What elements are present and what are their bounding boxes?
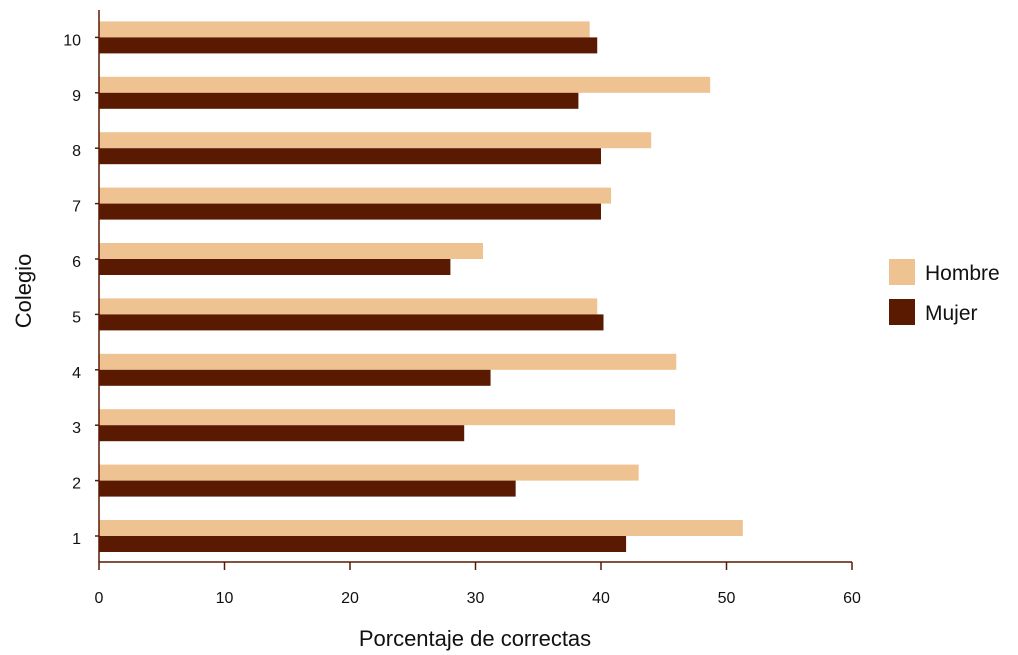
bar-mujer-colegio-5 xyxy=(99,314,604,331)
y-axis-title: Colegio xyxy=(11,254,36,329)
bar-mujer-colegio-7 xyxy=(99,203,601,220)
bar-hombre-colegio-5 xyxy=(99,298,598,315)
bar-mujer-colegio-9 xyxy=(99,92,579,109)
y-tick-label: 2 xyxy=(72,476,81,493)
legend-label-mujer: Mujer xyxy=(925,302,978,325)
bar-mujer-colegio-6 xyxy=(99,259,451,275)
y-ticks: 1 2 3 4 5 6 7 8 9 10 xyxy=(63,32,99,548)
legend-label-hombre: Hombre xyxy=(925,262,1000,285)
bar-hombre-colegio-9 xyxy=(99,76,711,93)
x-tick-label: 60 xyxy=(843,590,861,607)
legend-swatch-mujer xyxy=(889,299,915,325)
y-tick-label: 10 xyxy=(63,32,81,49)
legend-swatch-hombre xyxy=(889,259,915,285)
bar-mujer-colegio-4 xyxy=(99,369,491,386)
bar-mujer-colegio-10 xyxy=(99,37,598,54)
y-tick-label: 6 xyxy=(72,254,81,271)
bar-mujer-colegio-1 xyxy=(99,536,627,552)
y-tick-label: 4 xyxy=(72,365,81,382)
y-tick-label: 8 xyxy=(72,143,81,160)
bar-hombre-colegio-1 xyxy=(99,520,743,536)
y-tick-label: 3 xyxy=(72,420,81,437)
bar-hombre-colegio-10 xyxy=(99,21,590,38)
x-tick-label: 30 xyxy=(467,590,485,607)
x-tick-label: 50 xyxy=(718,590,736,607)
y-tick-label: 7 xyxy=(72,199,81,216)
x-tick-label: 10 xyxy=(216,590,234,607)
y-tick-label: 1 xyxy=(72,531,81,548)
bar-hombre-colegio-4 xyxy=(99,353,677,370)
x-tick-label: 0 xyxy=(95,590,104,607)
x-tick-label: 20 xyxy=(341,590,359,607)
x-ticks: 0 10 20 30 40 50 60 xyxy=(95,562,861,607)
bar-hombre-colegio-7 xyxy=(99,187,612,204)
bar-mujer-colegio-8 xyxy=(99,148,601,165)
bar-group xyxy=(99,21,743,552)
bar-hombre-colegio-2 xyxy=(99,464,639,481)
y-tick-label: 5 xyxy=(72,309,81,326)
bar-mujer-colegio-2 xyxy=(99,480,516,497)
bar-hombre-colegio-6 xyxy=(99,243,484,259)
bar-mujer-colegio-3 xyxy=(99,425,465,442)
x-axis-title: Porcentaje de correctas xyxy=(359,626,591,651)
y-tick-label: 9 xyxy=(72,88,81,105)
bar-hombre-colegio-8 xyxy=(99,132,652,149)
bar-hombre-colegio-3 xyxy=(99,409,676,426)
legend: Hombre Mujer xyxy=(889,259,1000,325)
x-tick-label: 40 xyxy=(592,590,610,607)
